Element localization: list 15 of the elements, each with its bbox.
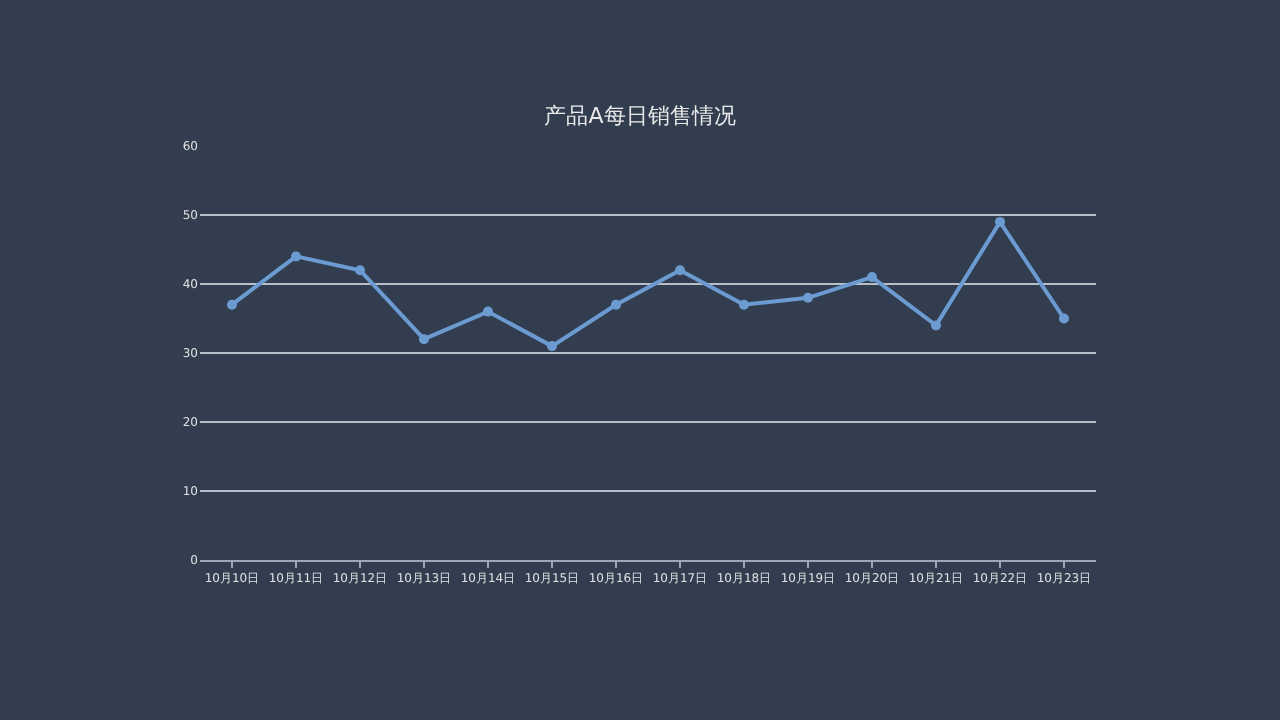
chart-title: 产品A每日销售情况: [544, 102, 736, 129]
point: [803, 292, 813, 303]
point: [675, 265, 685, 276]
point: [931, 320, 941, 331]
point: [419, 334, 429, 345]
point: [227, 299, 237, 310]
point: [867, 272, 877, 283]
point: [547, 341, 557, 352]
point: [355, 265, 365, 276]
point: [1059, 313, 1069, 324]
point: [739, 299, 749, 310]
point: [483, 306, 493, 317]
point: [291, 251, 301, 262]
point: [611, 299, 621, 310]
point: [995, 216, 1005, 227]
